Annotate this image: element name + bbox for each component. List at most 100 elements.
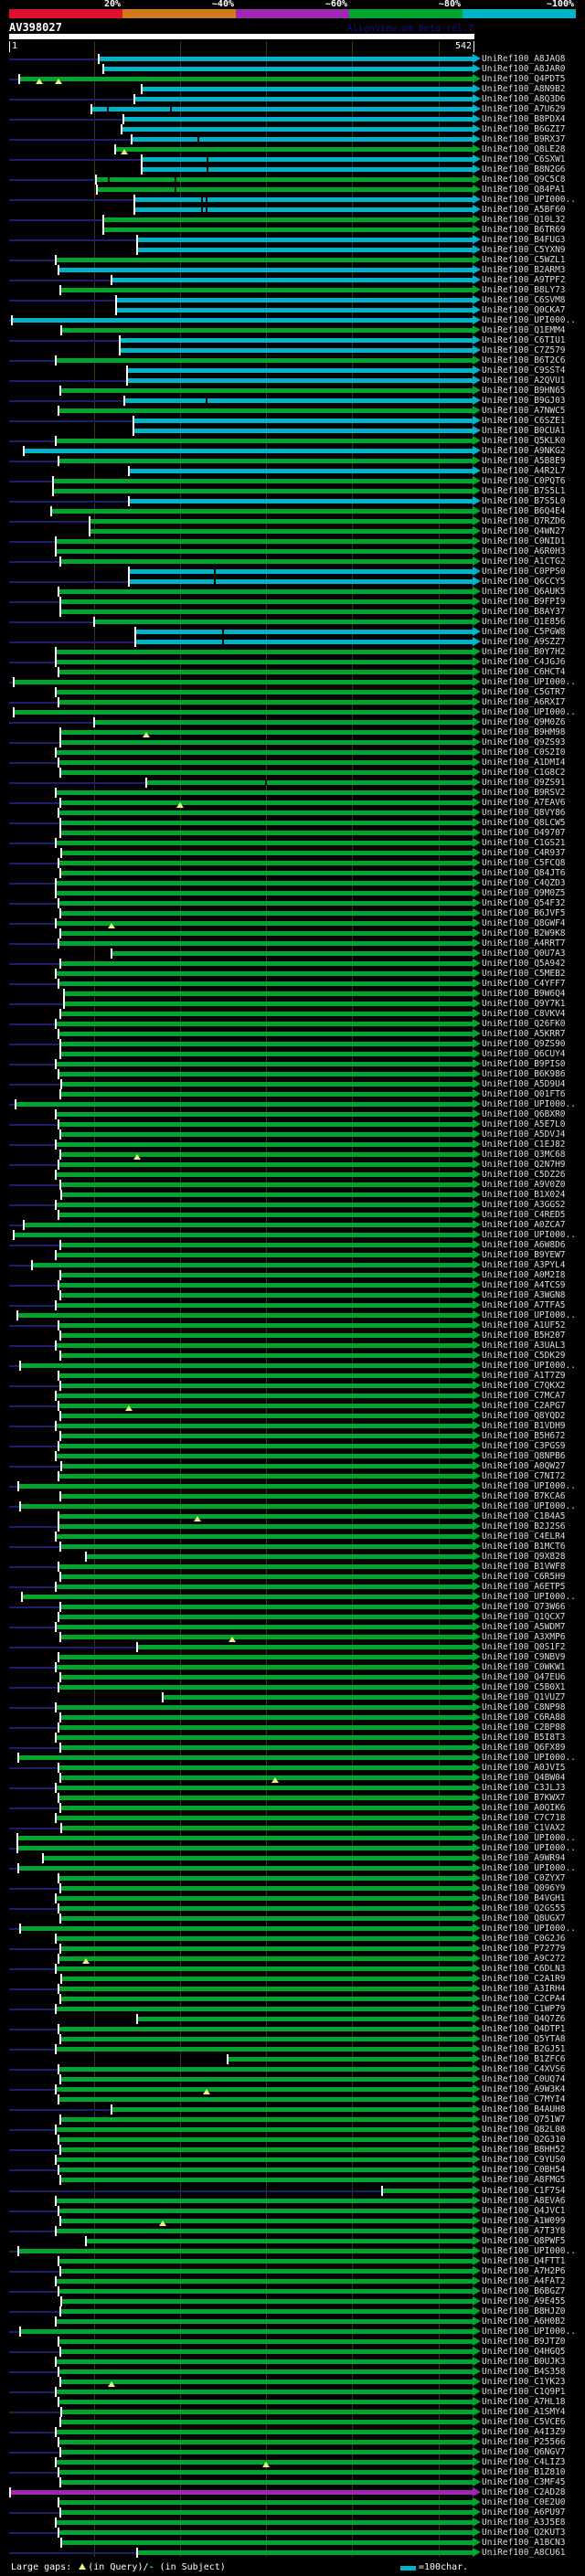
hit-bar[interactable] (59, 1293, 473, 1299)
hit-label[interactable]: UniRef100_Q6CCY5 (482, 576, 566, 587)
hit-bar[interactable] (59, 1273, 473, 1277)
hit-bar[interactable] (58, 699, 473, 705)
hit-bar[interactable] (59, 599, 473, 604)
hit-bar[interactable] (115, 307, 473, 313)
hit-bar[interactable] (58, 1655, 473, 1660)
hit-bar[interactable] (53, 488, 473, 493)
hit-label[interactable]: UniRef100_Q5YTA8 (482, 2034, 566, 2045)
hit-label[interactable]: UniRef100_Q8VY86 (482, 807, 566, 818)
hit-bar[interactable] (64, 1001, 473, 1006)
hit-label[interactable]: UniRef100_C0UQ74 (482, 2074, 566, 2085)
hit-label[interactable]: UniRef100_A4TCS9 (482, 1280, 566, 1290)
hit-label[interactable]: UniRef100_UPI000.. (482, 676, 576, 687)
hit-bar[interactable] (55, 1534, 473, 1540)
hit-bar[interactable] (55, 1665, 473, 1670)
hit-label[interactable]: UniRef100_C3JLJ3 (482, 1783, 566, 1794)
hit-bar[interactable] (55, 1343, 473, 1349)
hit-label[interactable]: UniRef100_C5DZ26 (482, 1170, 566, 1180)
hit-bar[interactable] (58, 267, 473, 272)
hit-bar[interactable] (94, 719, 473, 725)
hit-label[interactable]: UniRef100_C0PPS0 (482, 566, 566, 577)
hit-label[interactable]: UniRef100_C6TIU1 (482, 334, 566, 345)
hit-label[interactable]: UniRef100_B9HN65 (482, 385, 566, 396)
hit-label[interactable]: UniRef100_A8N9B2 (482, 83, 566, 94)
hit-label[interactable]: UniRef100_B6TR69 (482, 224, 566, 235)
hit-label[interactable]: UniRef100_A2QVU1 (482, 375, 566, 386)
hit-bar[interactable] (59, 1635, 473, 1640)
hit-bar[interactable] (59, 1434, 473, 1439)
hit-bar[interactable] (58, 2258, 473, 2263)
hit-bar[interactable] (135, 639, 473, 644)
hit-bar[interactable] (51, 508, 473, 514)
hit-label[interactable]: UniRef100_B5H207 (482, 1330, 566, 1341)
hit-bar[interactable] (137, 1645, 473, 1650)
hit-bar[interactable] (55, 1424, 473, 1429)
hit-bar[interactable] (55, 1394, 473, 1399)
hit-label[interactable]: UniRef100_Q8LE28 (482, 143, 566, 154)
hit-bar[interactable] (55, 1735, 473, 1741)
hit-label[interactable]: UniRef100_C0G2J6 (482, 1934, 566, 1945)
hit-bar[interactable] (58, 1444, 473, 1449)
hit-bar[interactable] (58, 2338, 473, 2344)
hit-label[interactable]: UniRef100_A1SMY4 (482, 2406, 566, 2417)
hit-bar[interactable] (20, 1926, 473, 1932)
hit-label[interactable]: UniRef100_Q82L08 (482, 2125, 566, 2136)
hit-label[interactable]: UniRef100_B8HJZ0 (482, 2306, 566, 2316)
hit-bar[interactable] (13, 1233, 473, 1237)
hit-bar[interactable] (58, 1685, 473, 1691)
hit-label[interactable]: UniRef100_C5VCE6 (482, 2416, 566, 2427)
hit-label[interactable]: UniRef100_Q4PDT5 (482, 73, 566, 84)
hit-label[interactable]: UniRef100_A8JAR0 (482, 63, 566, 74)
hit-label[interactable]: UniRef100_A0QW27 (482, 1461, 566, 1472)
hit-bar[interactable] (115, 297, 473, 302)
hit-label[interactable]: UniRef100_Q6CUY4 (482, 1048, 566, 1059)
hit-bar[interactable] (59, 2218, 473, 2223)
hit-label[interactable]: UniRef100_C0NID1 (482, 535, 566, 546)
hit-label[interactable]: UniRef100_B6Q4E4 (482, 505, 566, 516)
hit-label[interactable]: UniRef100_UPI000.. (482, 1863, 576, 1874)
hit-label[interactable]: UniRef100_O49707 (482, 827, 566, 838)
hit-label[interactable]: UniRef100_C5WZL1 (482, 254, 566, 265)
hit-bar[interactable] (13, 709, 473, 715)
hit-label[interactable]: UniRef100_C0ZYX7 (482, 1873, 566, 1884)
hit-bar[interactable] (126, 377, 473, 383)
hit-label[interactable]: UniRef100_A3IRH4 (482, 1984, 566, 1995)
hit-label[interactable]: UniRef100_Q7RZD6 (482, 515, 566, 526)
hit-bar[interactable] (58, 1122, 473, 1127)
hit-bar[interactable] (59, 2147, 473, 2153)
hit-bar[interactable] (55, 1585, 473, 1590)
hit-label[interactable]: UniRef100_A5KRR7 (482, 1028, 566, 1039)
hit-bar[interactable] (134, 207, 473, 212)
hit-label[interactable]: UniRef100_A1UF52 (482, 1320, 566, 1331)
hit-bar[interactable] (55, 970, 473, 976)
hit-label[interactable]: UniRef100_C6HCT4 (482, 666, 566, 677)
hit-bar[interactable] (55, 538, 473, 544)
hit-label[interactable]: UniRef100_A3WGN8 (482, 1290, 566, 1301)
hit-bar[interactable] (58, 2369, 473, 2374)
hit-bar[interactable] (58, 810, 473, 815)
hit-bar[interactable] (58, 2067, 473, 2072)
hit-bar[interactable] (58, 759, 473, 765)
hit-bar[interactable] (58, 2499, 473, 2505)
hit-label[interactable]: UniRef100_B6JVF5 (482, 907, 566, 918)
hit-label[interactable]: UniRef100_C6SVM8 (482, 294, 566, 305)
hit-label[interactable]: UniRef100_B2GJ51 (482, 2044, 566, 2055)
hit-label[interactable]: UniRef100_C5YXN9 (482, 244, 566, 255)
hit-label[interactable]: UniRef100_UPI000.. (482, 194, 576, 205)
hit-bar[interactable] (59, 830, 473, 835)
hit-bar[interactable] (59, 2037, 473, 2042)
hit-bar[interactable] (58, 1906, 473, 1912)
hit-label[interactable]: UniRef100_P25566 (482, 2436, 566, 2447)
hit-label[interactable]: UniRef100_C0WKW1 (482, 1662, 566, 1673)
hit-bar[interactable] (58, 2469, 473, 2475)
hit-bar[interactable] (112, 277, 473, 282)
hit-label[interactable]: UniRef100_B9HM98 (482, 726, 566, 737)
hit-label[interactable]: UniRef100_Q73W66 (482, 1602, 566, 1613)
hit-label[interactable]: UniRef100_B1VWF8 (482, 1562, 566, 1573)
hit-bar[interactable] (58, 1373, 473, 1379)
hit-label[interactable]: UniRef100_Q751W7 (482, 2115, 566, 2125)
hit-label[interactable]: UniRef100_Q4Q7Z6 (482, 2014, 566, 2025)
hit-label[interactable]: UniRef100_A8FMG5 (482, 2175, 566, 2186)
hit-label[interactable]: UniRef100_C2A1R9 (482, 1974, 566, 1985)
hit-bar[interactable] (55, 1112, 473, 1117)
